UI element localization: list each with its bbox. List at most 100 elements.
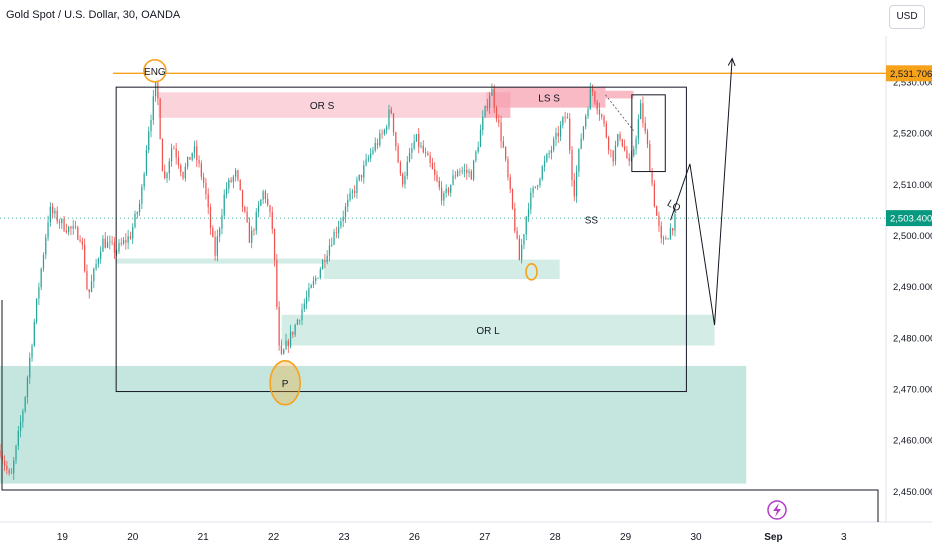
candle: [324, 259, 326, 262]
candle: [363, 165, 365, 178]
candle: [299, 319, 301, 321]
candle: [484, 105, 486, 117]
candle: [77, 227, 79, 240]
price-label-box: [886, 210, 932, 227]
price-label-text: 2,503.400: [890, 214, 932, 225]
candle: [498, 119, 500, 123]
candle: [95, 263, 97, 269]
candle: [669, 228, 672, 239]
candle: [230, 179, 232, 182]
annotation-text: SS: [585, 216, 599, 227]
candle: [422, 145, 424, 153]
candle: [651, 171, 653, 184]
candle: [328, 245, 331, 256]
marker-ellipse[interactable]: [143, 58, 167, 83]
candle: [136, 212, 138, 214]
candle: [482, 116, 484, 130]
candle: [365, 159, 367, 166]
candle: [356, 179, 358, 193]
marker-ellipse[interactable]: [269, 360, 301, 406]
zone-ls-s[interactable]: [492, 87, 606, 108]
projection-path[interactable]: [670, 58, 733, 326]
demand-zone-large[interactable]: [0, 365, 747, 484]
candle: [310, 285, 312, 289]
candle: [516, 230, 518, 239]
candle: [434, 169, 436, 175]
candle: [63, 218, 65, 231]
candle: [257, 205, 260, 213]
candle: [569, 118, 571, 151]
lightning-icon[interactable]: [767, 500, 787, 520]
candle: [8, 469, 10, 474]
candle: [223, 194, 225, 216]
candle: [100, 251, 102, 259]
candle: [308, 288, 310, 298]
candle: [479, 129, 482, 147]
candle: [573, 179, 575, 197]
candle: [47, 222, 49, 238]
consolidation-box[interactable]: [631, 94, 666, 173]
candle: [248, 221, 251, 243]
candle: [399, 162, 402, 174]
price-axis[interactable]: 2,450.000 2,460.000 2,470.000 2,480.000 2,49…: [893, 78, 932, 498]
zone-or-s[interactable]: [158, 92, 486, 118]
candle: [557, 132, 559, 137]
candle: [436, 174, 438, 181]
candle: [132, 227, 134, 239]
candle: [278, 306, 280, 346]
candle: [225, 188, 228, 195]
marker-label: P: [282, 379, 289, 390]
candle: [49, 206, 51, 223]
candle: [564, 117, 566, 119]
candle: [390, 109, 392, 114]
candle: [553, 139, 555, 150]
candle: [562, 117, 564, 126]
candle: [51, 206, 54, 214]
supply-zone-extension[interactable]: [605, 90, 634, 99]
candle: [203, 176, 205, 183]
candle: [321, 259, 324, 270]
candle: [642, 103, 644, 123]
candle: [381, 133, 383, 135]
candle: [3, 460, 6, 466]
candle: [148, 131, 150, 151]
price-label-box: [886, 65, 932, 82]
y-tick-label: 2,450.000: [893, 487, 932, 498]
candle: [461, 170, 463, 172]
candle: [296, 320, 299, 325]
candle: [35, 298, 38, 322]
candle: [633, 148, 635, 156]
demand-zone-small[interactable]: [323, 259, 560, 279]
candle: [539, 179, 541, 186]
candle: [13, 460, 15, 474]
time-axis[interactable]: 19 20 21 22 23 26 27 28 29 30 Sep 3: [57, 532, 847, 543]
candle: [521, 244, 523, 261]
demand-zone-small[interactable]: [116, 258, 324, 264]
candle: [525, 216, 527, 235]
candle: [269, 205, 271, 213]
candle: [424, 152, 427, 154]
candle: [116, 251, 118, 253]
candle: [415, 134, 418, 142]
candle: [511, 189, 514, 209]
x-tick-label: 27: [479, 532, 491, 543]
candle: [182, 172, 184, 179]
trend-dashed-line[interactable]: [605, 94, 634, 131]
candle: [38, 287, 40, 299]
candle: [640, 103, 642, 120]
marker-ellipse[interactable]: [525, 263, 538, 281]
candle: [127, 236, 129, 243]
candle: [386, 127, 388, 130]
candle: [271, 212, 273, 230]
currency-button[interactable]: USD: [889, 5, 925, 29]
range-box[interactable]: [115, 86, 687, 393]
zone-label: OR L: [476, 326, 500, 337]
candle: [72, 226, 74, 229]
candle: [502, 141, 504, 148]
candle: [207, 194, 209, 208]
zone-or-l[interactable]: [281, 314, 715, 346]
candle: [31, 345, 33, 358]
candle: [106, 242, 109, 248]
candle: [180, 165, 182, 173]
